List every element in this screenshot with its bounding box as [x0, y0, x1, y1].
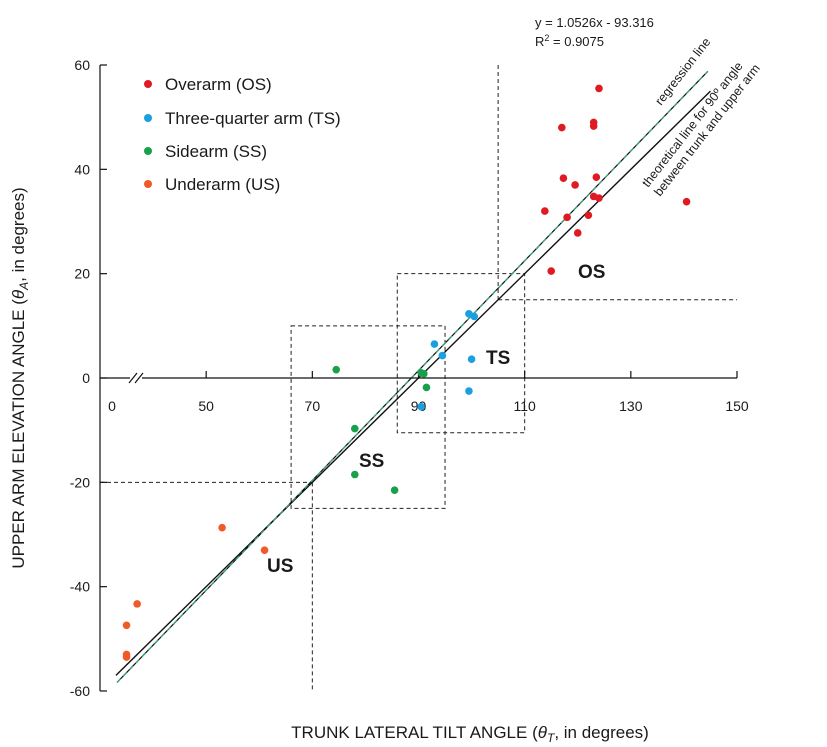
r-squared-label: R2 = 0.9075 — [535, 33, 604, 49]
data-point-os — [547, 267, 556, 275]
x-tick-label: 70 — [305, 398, 321, 414]
x-axis-title-symbol: θ — [538, 723, 548, 742]
x-tick-label: 130 — [619, 398, 643, 414]
data-point-os — [558, 123, 566, 132]
axis-break-mark — [134, 372, 144, 384]
region-label-ts: TS — [486, 348, 510, 369]
data-point-os — [541, 207, 549, 215]
x-axis-title-suffix: , in degrees) — [554, 723, 649, 742]
data-point-ss — [351, 424, 359, 433]
y-axis-title-subscript: A — [17, 282, 31, 291]
legend-label-us: Underarm (US) — [165, 175, 280, 194]
y-axis-title-symbol: θ — [9, 289, 28, 299]
x-tick-label: 150 — [725, 398, 749, 414]
region-ts-box — [396, 273, 526, 434]
legend-marker-us — [144, 180, 152, 188]
r-squared-value: = 0.9075 — [549, 34, 604, 49]
legend-marker-ss — [144, 147, 152, 155]
data-point-ss — [422, 383, 431, 392]
x-axis-title-subscript: T — [547, 731, 556, 745]
data-point-us — [218, 523, 226, 532]
data-point-os — [682, 197, 691, 206]
legend: Overarm (OS) Three-quarter arm (TS) Side… — [144, 75, 341, 194]
x-tick-label: 110 — [514, 398, 537, 414]
y-tick-label: 0 — [82, 370, 90, 386]
data-point-us — [122, 653, 131, 661]
r-squared-prefix: R — [535, 34, 544, 49]
axis-break-mark — [128, 372, 138, 384]
data-point-os — [592, 173, 601, 181]
y-tick-label: 40 — [74, 161, 90, 177]
y-tick-label: 60 — [74, 57, 90, 73]
x-axis-title: TRUNK LATERAL TILT ANGLE (θT, in degrees… — [291, 723, 649, 745]
data-point-ts — [467, 355, 476, 364]
data-point-ts — [430, 340, 439, 348]
y-tick-label: -20 — [70, 474, 90, 490]
x-tick-label: 0 — [108, 398, 116, 414]
data-point-os — [573, 229, 582, 237]
data-point-os — [559, 174, 568, 183]
legend-label-os: Overarm (OS) — [165, 75, 272, 94]
regression-equation: y = 1.0526x - 93.316 — [535, 15, 654, 30]
data-point-ss — [420, 370, 428, 378]
regression-line-dash — [116, 70, 709, 683]
data-point-ss — [351, 470, 359, 479]
y-axis-title: UPPER ARM ELEVATION ANGLE (θA, in degree… — [9, 187, 31, 568]
data-point-us — [133, 600, 141, 608]
data-point-os — [595, 84, 603, 93]
data-point-os — [589, 122, 598, 130]
data-point-ss — [390, 486, 399, 494]
legend-label-ss: Sidearm (SS) — [165, 142, 267, 161]
data-point-os — [584, 211, 593, 220]
region-boxes — [100, 65, 737, 691]
x-axis-title-prefix: TRUNK LATERAL TILT ANGLE ( — [291, 723, 538, 742]
reference-lines — [115, 70, 711, 683]
legend-marker-ts — [144, 114, 152, 122]
data-point-us — [122, 621, 131, 630]
y-axis-title-prefix: UPPER ARM ELEVATION ANGLE ( — [9, 299, 28, 569]
theoretical-line-label-1: theoretical line for 90º angle — [639, 59, 745, 190]
data-point-os — [595, 194, 603, 202]
data-point-ts — [417, 402, 425, 411]
r-squared-exponent: 2 — [544, 33, 549, 43]
legend-label-ts: Three-quarter arm (TS) — [165, 109, 341, 128]
x-tick-label: 50 — [198, 398, 214, 414]
y-tick-label: -60 — [70, 683, 90, 699]
data-points — [122, 84, 691, 661]
region-label-ss: SS — [359, 451, 384, 472]
data-point-ts — [438, 351, 447, 360]
data-point-ss — [332, 365, 341, 374]
y-axis-title-suffix: , in degrees) — [9, 187, 28, 282]
data-point-ts — [465, 387, 473, 395]
region-label-us: US — [267, 556, 293, 577]
y-tick-label: -40 — [70, 579, 90, 595]
region-label-os: OS — [578, 262, 605, 283]
data-point-os — [563, 213, 571, 222]
region-ss-box — [290, 325, 446, 509]
legend-marker-os — [144, 80, 152, 88]
data-point-ts — [470, 312, 479, 321]
theoretical-line — [115, 90, 711, 676]
data-point-os — [571, 181, 579, 189]
y-tick-label: 20 — [74, 266, 90, 282]
data-point-us — [260, 546, 269, 554]
